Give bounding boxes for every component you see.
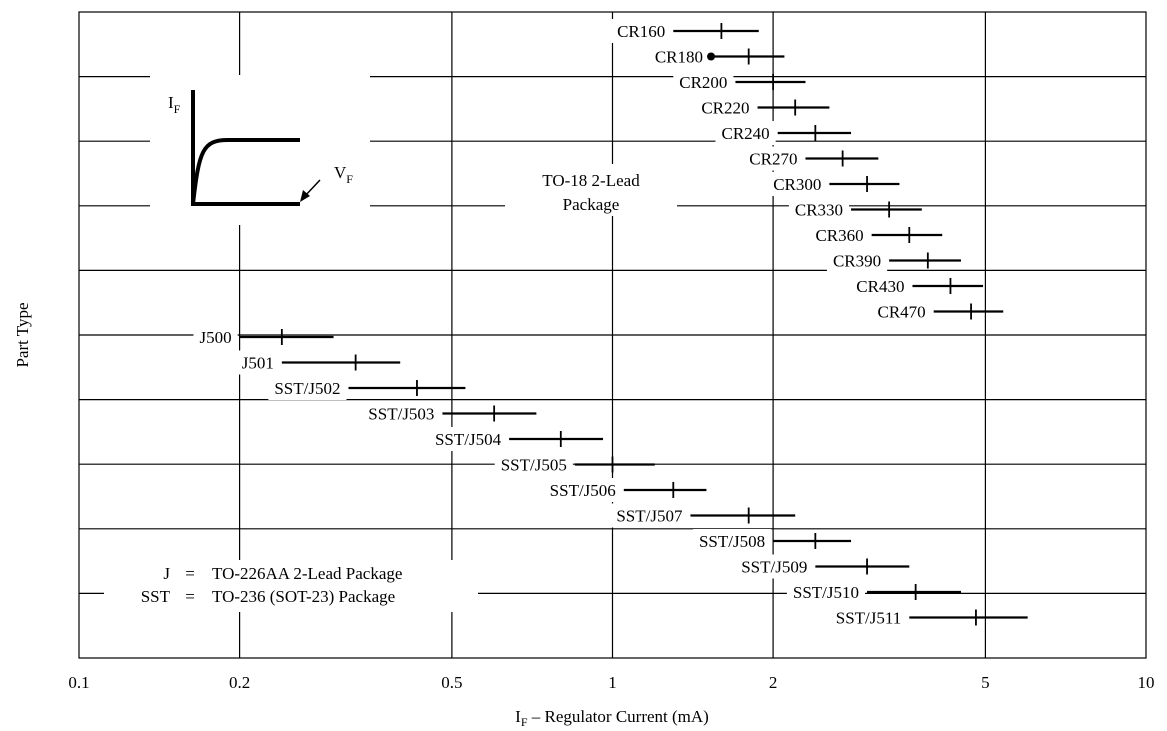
inset-arrow-head — [300, 190, 310, 202]
inset-x-label: VF — [334, 163, 353, 186]
x-tick-label: 0.1 — [68, 673, 89, 692]
package-legend-mask — [104, 560, 478, 612]
x-tick-label: 1 — [608, 673, 617, 692]
x-tick-label: 5 — [981, 673, 990, 692]
row-label-mask — [735, 554, 814, 579]
row-label: SST/J509 — [741, 558, 807, 577]
label-masks — [193, 19, 932, 630]
row-label: CR220 — [701, 99, 749, 118]
row-label: CR300 — [773, 175, 821, 194]
row-label: CR200 — [679, 73, 727, 92]
inset-y-label: IF — [168, 93, 181, 116]
legend-eq-j: = — [185, 564, 195, 583]
row-label-mask — [829, 605, 908, 630]
y-axis-title: Part Type — [13, 302, 32, 367]
legend-value-sst: TO-236 (SOT-23) Package — [212, 587, 395, 606]
row-label: CR160 — [617, 22, 665, 41]
row-label: CR330 — [795, 201, 843, 220]
row-label: CR270 — [749, 150, 797, 169]
row-label-mask — [543, 478, 622, 502]
row-label-mask — [610, 503, 689, 528]
row-label: SST/J507 — [616, 507, 683, 526]
row-label-mask — [268, 376, 347, 400]
legend-value-j: TO-226AA 2-Lead Package — [212, 564, 402, 583]
row-label-mask — [826, 248, 888, 273]
package-legend: J = TO-226AA 2-Lead Package SST = TO-236… — [104, 560, 478, 612]
inset-curve — [191, 138, 300, 205]
row-label-mask — [788, 197, 850, 222]
range-bars — [239, 23, 1028, 626]
row-label: SST/J503 — [368, 405, 434, 424]
range-start-dot — [707, 52, 716, 61]
legend-eq-sst: = — [185, 587, 195, 606]
row-label-mask — [767, 172, 828, 196]
inset-mask — [150, 75, 370, 225]
row-label: CR470 — [878, 303, 926, 322]
row-label-mask — [871, 299, 932, 324]
inset-iv-curve: IF VF — [150, 75, 370, 225]
x-axis-title: IF – Regulator Current (mA) — [515, 707, 709, 729]
row-label: SST/J502 — [274, 379, 340, 398]
row-label-mask — [235, 350, 280, 375]
row-label-mask — [715, 121, 776, 145]
row-label: CR390 — [833, 252, 881, 271]
row-label-mask — [809, 223, 870, 247]
x-tick-labels: 0.1 0.2 0.5 1 2 5 10 — [68, 673, 1154, 692]
cr-package-line-1: TO-18 2-Lead — [542, 171, 640, 190]
row-label-mask — [611, 19, 672, 43]
row-labels: CR160 CR180 CR200 CR220 CR240 CR270 CR300 CR330… — [199, 22, 925, 628]
x-tick-label: 10 — [1138, 673, 1155, 692]
row-label-mask — [695, 95, 756, 120]
row-label-mask — [428, 427, 508, 451]
cr-package-note: TO-18 2-Lead Package — [505, 164, 677, 216]
legend-key-sst: SST — [141, 587, 171, 606]
row-label: J501 — [242, 354, 274, 373]
x-tick-label: 0.5 — [441, 673, 462, 692]
plot-frame — [78, 11, 1147, 659]
row-label: CR240 — [722, 124, 770, 143]
cr-package-mask — [505, 164, 677, 216]
x-tick-label: 0.2 — [229, 673, 250, 692]
row-label-mask — [494, 452, 573, 477]
x-tick-label: 2 — [769, 673, 778, 692]
row-label-mask — [193, 325, 238, 349]
row-label: SST/J505 — [501, 456, 567, 475]
row-label-mask — [648, 44, 710, 69]
row-label: CR180 — [655, 48, 703, 67]
row-label: CR360 — [815, 226, 863, 245]
row-label-mask — [743, 146, 804, 171]
row-label: J500 — [199, 328, 231, 347]
row-label-mask — [673, 70, 734, 94]
row-label-mask — [850, 274, 911, 298]
row-label-mask — [362, 401, 441, 426]
cr-package-line-2: Package — [563, 195, 620, 214]
legend-key-j: J — [163, 564, 170, 583]
row-label-mask — [692, 529, 772, 553]
row-label: CR430 — [856, 277, 904, 296]
row-label: SST/J511 — [836, 609, 902, 628]
row-label: SST/J510 — [793, 583, 859, 602]
row-label: SST/J506 — [550, 481, 616, 500]
row-label: SST/J504 — [435, 430, 502, 449]
row-label: SST/J508 — [699, 532, 765, 551]
row-label-mask — [786, 580, 866, 604]
